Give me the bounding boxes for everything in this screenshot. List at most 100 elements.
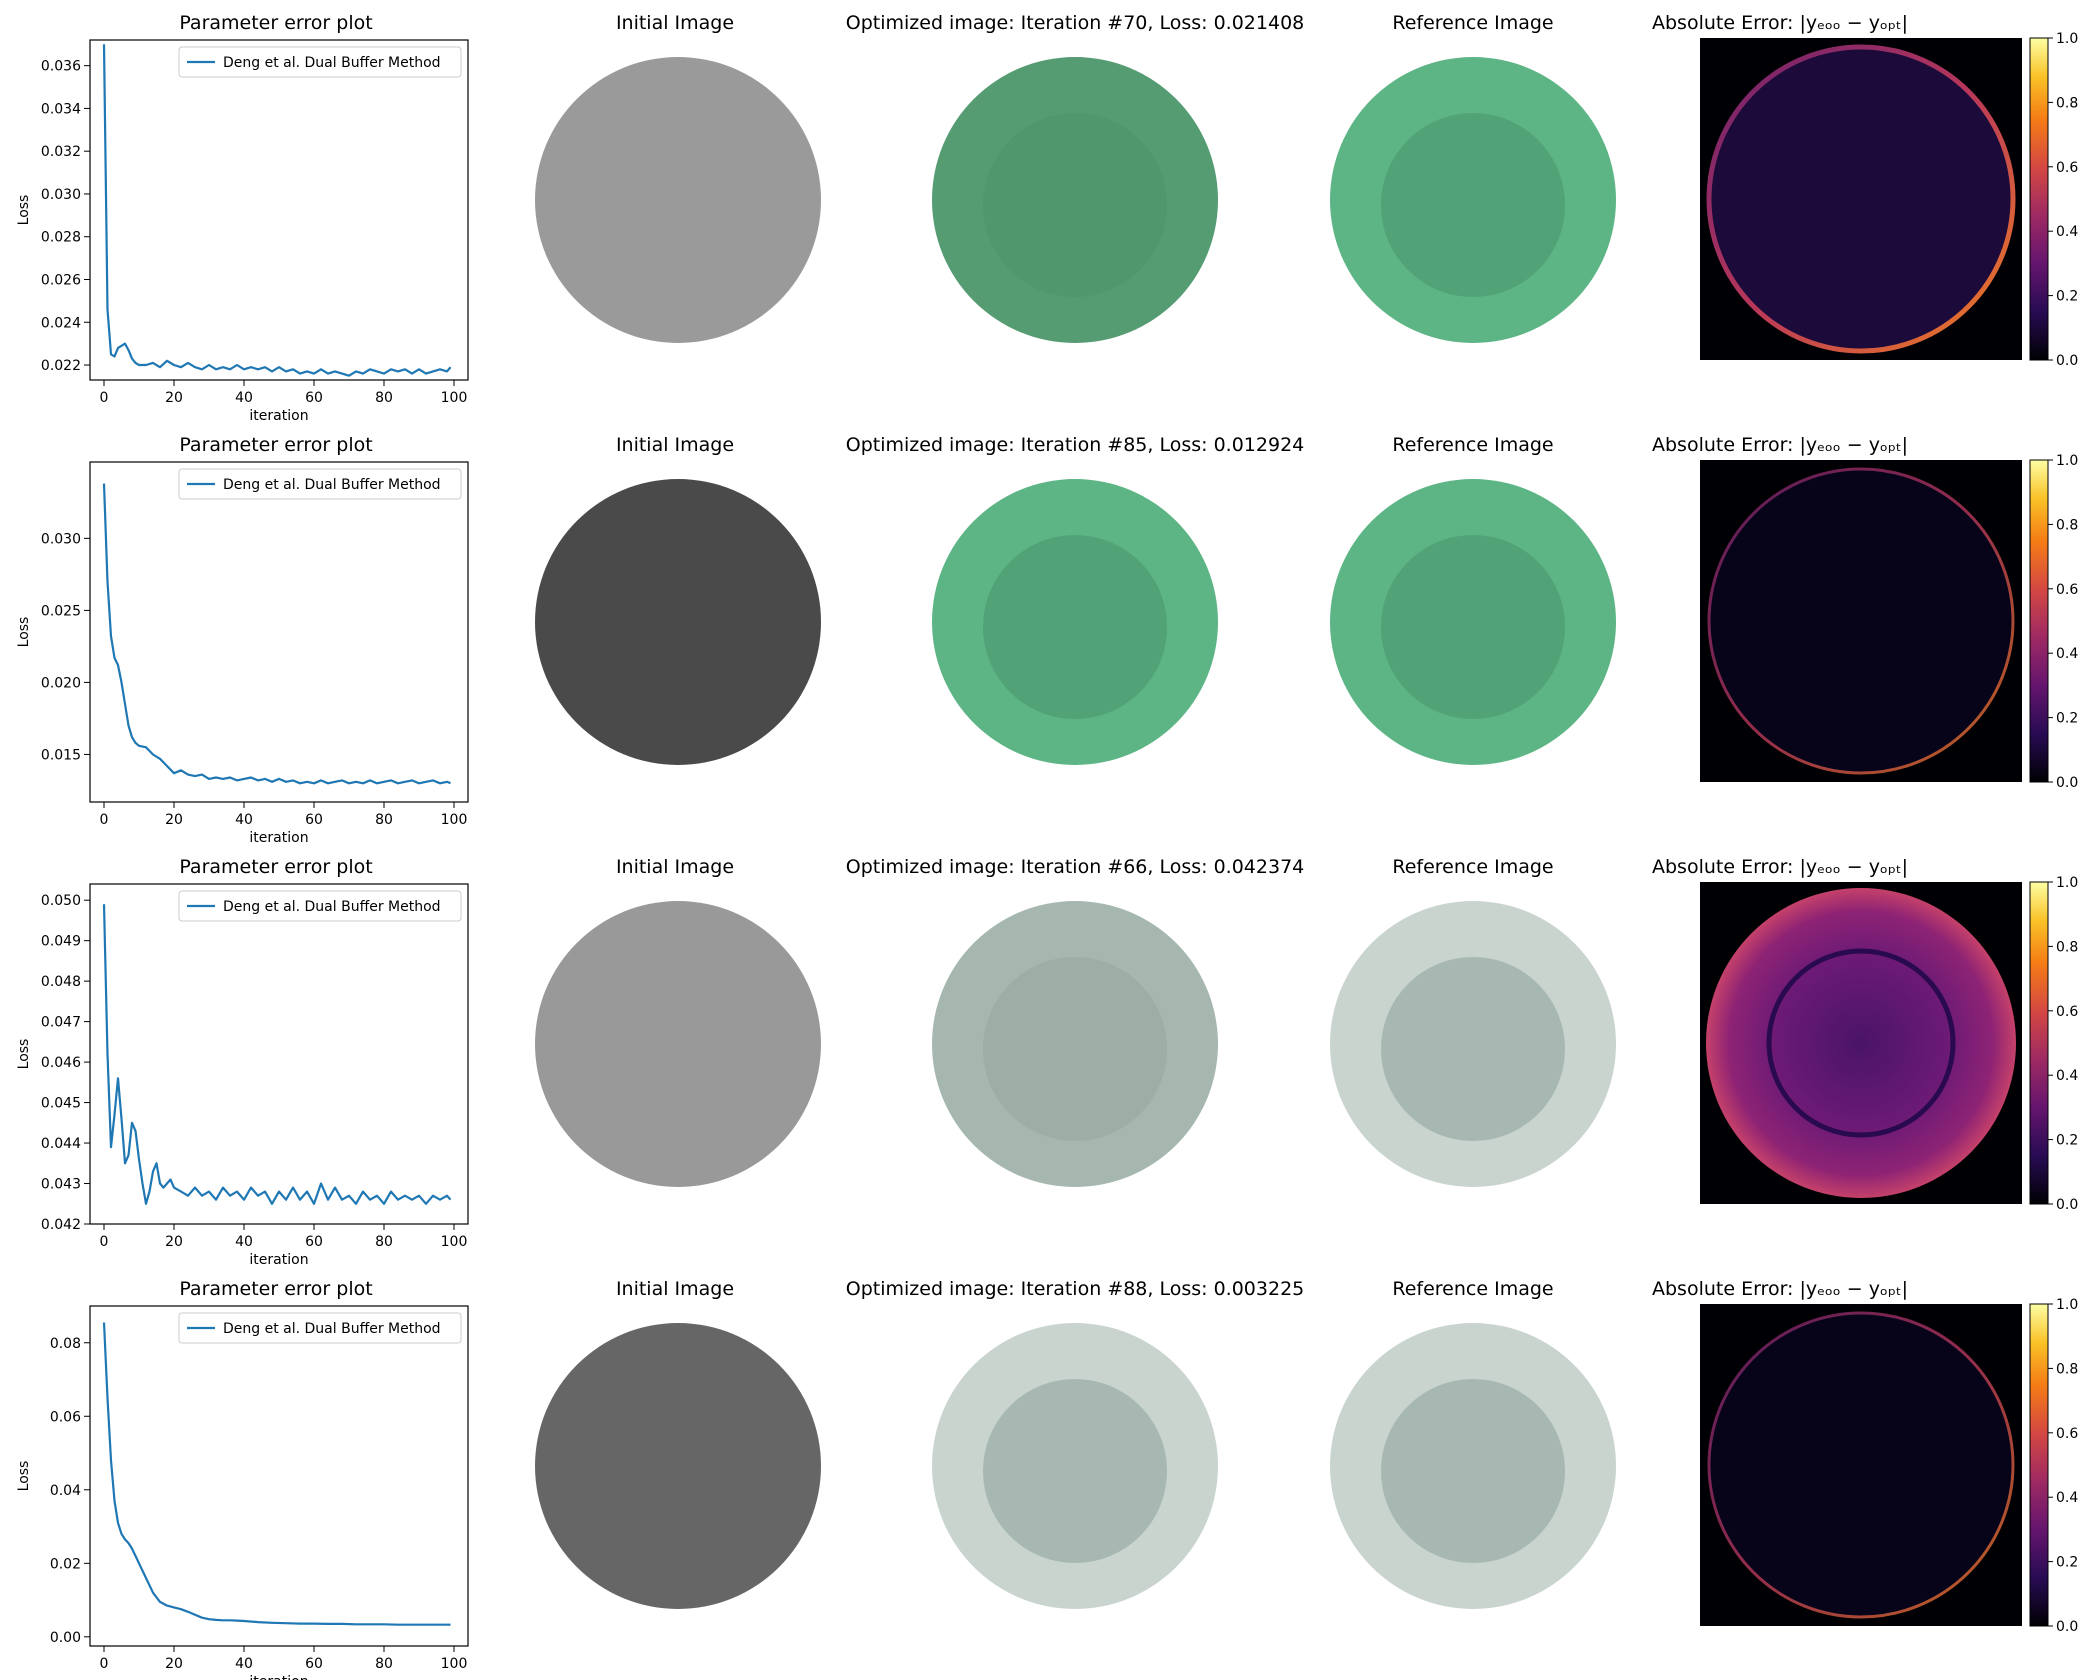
initial-image-title: Initial Image (615, 434, 735, 456)
y-tick-label: 0.024 (41, 315, 81, 331)
colorbar-tick-label: 0.2 (2056, 289, 2078, 305)
error-map-title: Absolute Error: |yₑₒₒ − yₒₚₜ| (1651, 1278, 1909, 1300)
y-tick-label: 0.08 (50, 1336, 81, 1352)
colorbar-tick-label: 0.2 (2056, 1133, 2078, 1149)
x-tick-label: 60 (305, 390, 323, 406)
colorbar-tick-label: 0.8 (2056, 939, 2078, 955)
colorbar-tick-label: 1.0 (2056, 875, 2078, 891)
legend-label: Deng et al. Dual Buffer Method (223, 55, 441, 71)
colorbar-gradient (2029, 459, 2049, 783)
optimized-image-title: Optimized image: Iteration #88, Loss: 0.… (845, 1278, 1305, 1300)
y-tick-label: 0.042 (41, 1217, 81, 1233)
x-tick-label: 80 (375, 1234, 393, 1250)
y-tick-label: 0.020 (41, 675, 81, 691)
series-line (102, 1322, 451, 1626)
x-tick-label: 20 (165, 390, 183, 406)
legend-label: Deng et al. Dual Buffer Method (223, 899, 441, 915)
y-tick-label: 0.026 (41, 272, 81, 288)
x-tick-label: 80 (375, 1656, 393, 1672)
colorbar-tick-label: 0.2 (2056, 711, 2078, 727)
legend-label: Deng et al. Dual Buffer Method (223, 1321, 441, 1337)
colorbar-tick-label: 1.0 (2056, 31, 2078, 47)
colorbar-tick-label: 1.0 (2056, 1297, 2078, 1313)
error-map (1700, 1304, 2022, 1626)
plot-title: Parameter error plot (179, 856, 373, 878)
reference-image-title: Reference Image (1392, 434, 1554, 456)
x-tick-label: 40 (235, 812, 253, 828)
reference-inner-disc (1381, 535, 1565, 719)
optimized-inner-disc (983, 1379, 1167, 1563)
series-line (102, 904, 452, 1205)
series-line (102, 483, 451, 785)
initial-image-disc (535, 479, 821, 765)
colorbar-tick-label: 0.4 (2056, 1068, 2078, 1084)
colorbar-gradient (2029, 881, 2049, 1205)
error-rim (1707, 1311, 2015, 1619)
x-tick-label: 40 (235, 1656, 253, 1672)
loss-chart: 0 20 40 60 80 100 0.022 0.024 0.026 0.028 0.030 0.0… (16, 39, 469, 424)
error-rim (1706, 44, 2016, 354)
loss-chart: 0 20 40 60 80 100 0.015 0.020 0.025 0.030 iteratio… (16, 461, 469, 846)
series-line (102, 44, 452, 377)
error-map (1700, 882, 2022, 1204)
optimized-image-title: Optimized image: Iteration #66, Loss: 0.… (845, 856, 1305, 878)
loss-chart: 0 20 40 60 80 100 0.042 0.043 0.044 0.045 0.046 0.0… (16, 883, 469, 1268)
x-tick-label: 40 (235, 390, 253, 406)
optimized-inner-disc (983, 535, 1167, 719)
x-tick-label: 100 (441, 1234, 468, 1250)
reference-image-title: Reference Image (1392, 856, 1554, 878)
plot-title: Parameter error plot (179, 12, 373, 34)
error-rim (1707, 467, 2015, 775)
colorbar-gradient (2029, 1303, 2049, 1627)
colorbar-tick-label: 0.2 (2056, 1555, 2078, 1571)
x-tick-label: 40 (235, 1234, 253, 1250)
x-tick-label: 80 (375, 390, 393, 406)
reference-inner-disc (1381, 957, 1565, 1141)
plot-area (89, 461, 469, 803)
y-tick-label: 0.030 (41, 531, 81, 547)
reference-inner-disc (1381, 113, 1565, 297)
error-disc (1709, 469, 2013, 773)
error-map-title: Absolute Error: |yₑₒₒ − yₒₚₜ| (1651, 856, 1909, 878)
colorbar-tick-label: 0.0 (2056, 775, 2078, 791)
y-tick-label: 0.02 (50, 1556, 81, 1572)
legend-box (178, 890, 462, 922)
colorbar-tick-label: 0.4 (2056, 1490, 2078, 1506)
error-inner-ring (1766, 948, 1956, 1138)
x-tick-label: 100 (441, 390, 468, 406)
y-tick-label: 0.045 (41, 1096, 81, 1112)
y-axis-label: Loss (16, 1461, 32, 1492)
y-tick-label: 0.022 (41, 358, 81, 374)
legend: Deng et al. Dual Buffer Method (178, 46, 462, 78)
colorbar-tick-label: 0.0 (2056, 1619, 2078, 1635)
y-tick-label: 0.015 (41, 747, 81, 763)
y-tick-label: 0.049 (41, 934, 81, 950)
initial-image-title: Initial Image (615, 856, 735, 878)
optimized-image-title: Optimized image: Iteration #85, Loss: 0.… (845, 434, 1305, 456)
reference-image-title: Reference Image (1392, 12, 1554, 34)
error-disc (1709, 1313, 2013, 1617)
x-tick-label: 60 (305, 1656, 323, 1672)
x-tick-label: 0 (100, 390, 109, 406)
y-tick-label: 0.046 (41, 1055, 81, 1071)
legend-box (178, 468, 462, 500)
x-axis-label: iteration (249, 830, 308, 846)
legend-box (178, 1312, 462, 1344)
plot-title: Parameter error plot (179, 1278, 373, 1300)
x-axis-label: iteration (249, 408, 308, 424)
initial-image-disc (535, 901, 821, 1187)
colorbar-tick-label: 0.0 (2056, 1197, 2078, 1213)
initial-image-disc (535, 57, 821, 343)
optimized-image (932, 479, 1218, 765)
legend-box (178, 46, 462, 78)
optimized-image-title: Optimized image: Iteration #70, Loss: 0.… (845, 12, 1305, 34)
y-tick-label: 0.036 (41, 59, 81, 75)
y-axis-label: Loss (16, 195, 32, 226)
y-tick-label: 0.025 (41, 603, 81, 619)
reference-inner-disc (1381, 1379, 1565, 1563)
y-tick-label: 0.034 (41, 101, 81, 117)
reference-image (1330, 479, 1616, 765)
legend: Deng et al. Dual Buffer Method (178, 890, 462, 922)
reference-image (1330, 1323, 1616, 1609)
